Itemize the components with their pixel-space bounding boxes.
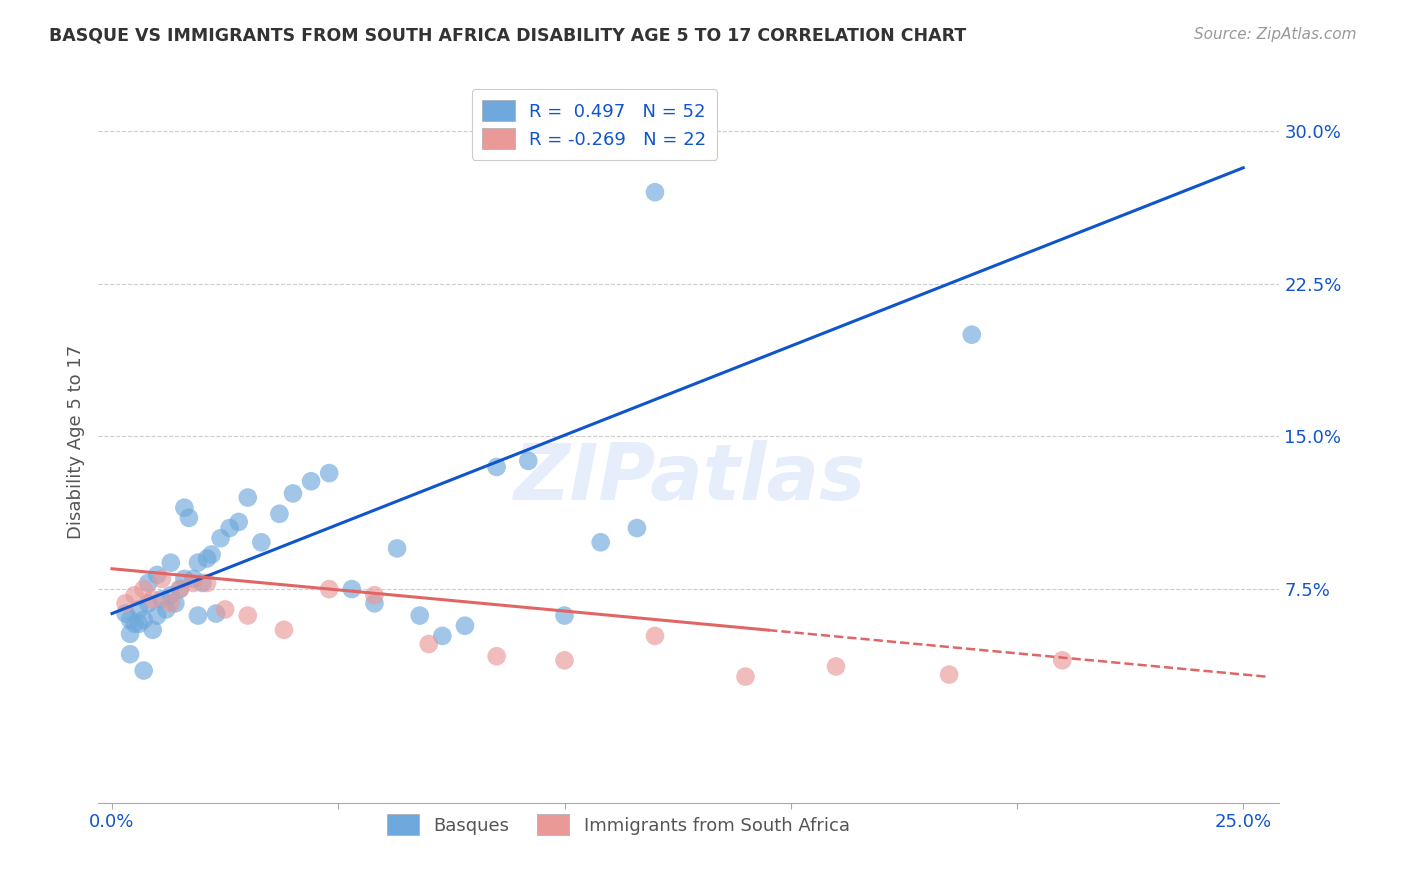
- Point: [825, 659, 848, 673]
- Point: [114, 607, 136, 621]
- Point: [236, 608, 259, 623]
- Point: [960, 327, 983, 342]
- Point: [132, 664, 155, 678]
- Point: [187, 556, 209, 570]
- Point: [159, 596, 181, 610]
- Point: [485, 460, 508, 475]
- Point: [159, 556, 181, 570]
- Point: [142, 623, 165, 637]
- Point: [318, 582, 340, 596]
- Point: [228, 515, 250, 529]
- Point: [318, 466, 340, 480]
- Point: [165, 596, 187, 610]
- Point: [183, 576, 205, 591]
- Point: [432, 629, 454, 643]
- Legend: Basques, Immigrants from South Africa: Basques, Immigrants from South Africa: [378, 805, 859, 845]
- Point: [273, 623, 295, 637]
- Point: [124, 588, 146, 602]
- Point: [191, 576, 214, 591]
- Point: [124, 616, 146, 631]
- Point: [485, 649, 508, 664]
- Point: [363, 596, 385, 610]
- Point: [626, 521, 648, 535]
- Point: [209, 531, 232, 545]
- Point: [128, 616, 150, 631]
- Point: [120, 627, 142, 641]
- Point: [418, 637, 440, 651]
- Point: [128, 602, 150, 616]
- Point: [517, 454, 540, 468]
- Point: [589, 535, 612, 549]
- Point: [120, 613, 142, 627]
- Point: [553, 608, 575, 623]
- Point: [938, 667, 960, 681]
- Point: [200, 548, 222, 562]
- Point: [146, 567, 169, 582]
- Point: [195, 576, 218, 591]
- Point: [173, 500, 195, 515]
- Point: [132, 582, 155, 596]
- Text: BASQUE VS IMMIGRANTS FROM SOUTH AFRICA DISABILITY AGE 5 TO 17 CORRELATION CHART: BASQUE VS IMMIGRANTS FROM SOUTH AFRICA D…: [49, 27, 966, 45]
- Point: [150, 572, 173, 586]
- Point: [734, 670, 756, 684]
- Point: [173, 572, 195, 586]
- Y-axis label: Disability Age 5 to 17: Disability Age 5 to 17: [66, 344, 84, 539]
- Point: [136, 576, 159, 591]
- Point: [120, 647, 142, 661]
- Point: [269, 507, 291, 521]
- Point: [250, 535, 273, 549]
- Point: [1052, 653, 1074, 667]
- Point: [169, 582, 191, 596]
- Text: Source: ZipAtlas.com: Source: ZipAtlas.com: [1194, 27, 1357, 42]
- Point: [169, 582, 191, 596]
- Point: [205, 607, 228, 621]
- Point: [218, 521, 240, 535]
- Point: [236, 491, 259, 505]
- Point: [183, 572, 205, 586]
- Point: [553, 653, 575, 667]
- Point: [340, 582, 363, 596]
- Point: [142, 592, 165, 607]
- Point: [299, 474, 322, 488]
- Point: [385, 541, 408, 556]
- Point: [644, 629, 666, 643]
- Point: [114, 596, 136, 610]
- Point: [214, 602, 236, 616]
- Point: [409, 608, 432, 623]
- Point: [644, 185, 666, 199]
- Point: [454, 618, 477, 632]
- Point: [150, 592, 173, 607]
- Point: [159, 588, 181, 602]
- Point: [363, 588, 385, 602]
- Point: [146, 608, 169, 623]
- Point: [187, 608, 209, 623]
- Point: [136, 596, 159, 610]
- Point: [281, 486, 304, 500]
- Point: [195, 551, 218, 566]
- Text: ZIPatlas: ZIPatlas: [513, 440, 865, 516]
- Point: [155, 602, 177, 616]
- Point: [177, 511, 200, 525]
- Point: [132, 613, 155, 627]
